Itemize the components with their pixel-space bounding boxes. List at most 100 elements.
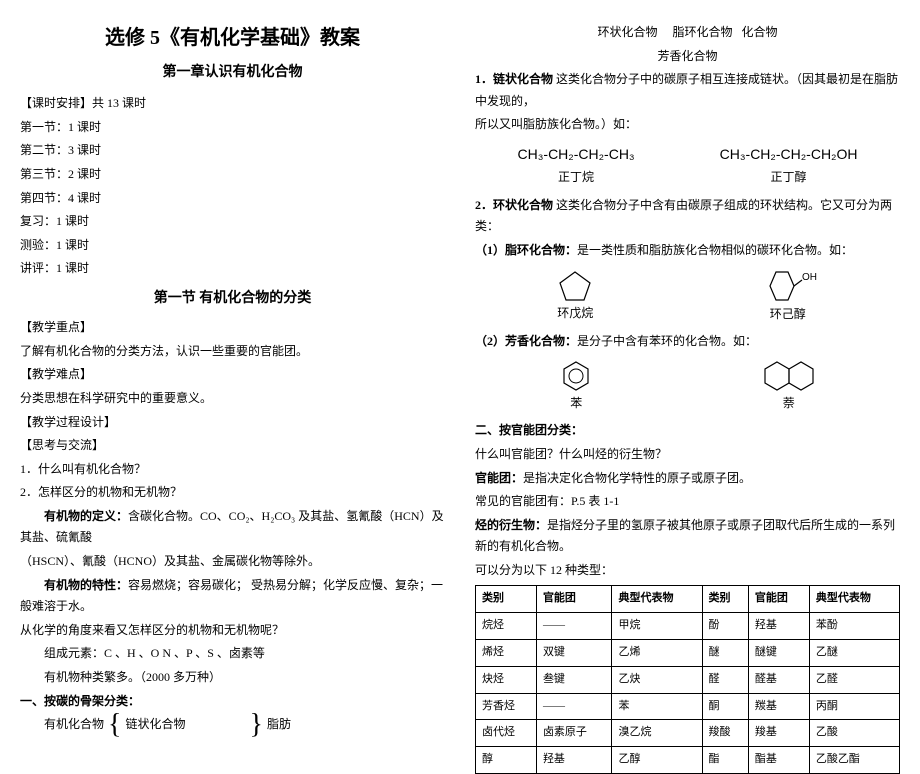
table-cell: 醚 xyxy=(702,640,748,667)
table-cell: 乙烯 xyxy=(612,640,702,667)
table-cell: 乙炔 xyxy=(612,666,702,693)
tree-diagram: 有机化合物 { 链状化合物 } 脂肪 xyxy=(44,714,445,736)
ali-para: （1）脂环化合物：是一类性质和脂肪族化合物相似的碳环化合物。如： xyxy=(475,240,900,262)
table-cell: 叁键 xyxy=(536,666,612,693)
schedule-line: 测验：1 课时 xyxy=(20,235,445,257)
table-cell: 醛 xyxy=(702,666,748,693)
table-cell: 苯酚 xyxy=(809,613,899,640)
think-header: 【思考与交流】 xyxy=(20,435,445,457)
elem-line: 组成元素：C 、H 、O N 、P 、S 、卤素等 xyxy=(20,643,445,665)
table-cell: 卤代烃 xyxy=(476,720,537,747)
teach-focus-header: 【教学重点】 xyxy=(20,317,445,339)
table-cell: 醇 xyxy=(476,747,537,774)
ring-para: 2．环状化合物 这类化合物分子中含有由碳原子组成的环状结构。它又可分为两类： xyxy=(475,195,900,238)
chem-row-rings: 环戊烷 OH 环己醇 xyxy=(475,268,900,326)
tree-fat: 脂肪 xyxy=(267,714,291,736)
butane-formula: CH₃-CH₂-CH₂-CH₃ xyxy=(517,142,634,167)
tree-ring: 环状化合物 xyxy=(597,25,657,39)
naphthalene-item: 萘 xyxy=(763,359,815,415)
tree-aro: 芳香化合物 xyxy=(475,46,900,68)
table-header-cell: 典型代表物 xyxy=(809,586,899,613)
table-cell: 乙醚 xyxy=(809,640,899,667)
table-row: 炔烃叁键乙炔醛醛基乙醛 xyxy=(476,666,900,693)
table-header-cell: 类别 xyxy=(476,586,537,613)
schedule-line: 第四节：4 课时 xyxy=(20,188,445,210)
section1-title: 第一节 有机化合物的分类 xyxy=(20,286,445,311)
table-cell: —— xyxy=(536,613,612,640)
table-cell: 炔烃 xyxy=(476,666,537,693)
schedule-line: 第三节：2 课时 xyxy=(20,164,445,186)
classification-table: 类别 官能团 典型代表物 类别 官能团 典型代表物 烷烃——甲烷酚羟基苯酚 烯烃… xyxy=(475,585,900,774)
ring-label: 2．环状化合物 xyxy=(475,198,553,212)
table-header-cell: 类别 xyxy=(702,586,748,613)
tree-ali: 脂环化合物 xyxy=(672,25,732,39)
table-cell: 酚 xyxy=(702,613,748,640)
types12: 可以分为以下 12 种类型： xyxy=(475,560,900,582)
table-cell: 苯 xyxy=(612,693,702,720)
aro-para: （2）芳香化合物：是分子中含有苯环的化合物。如： xyxy=(475,331,900,353)
table-cell: 双键 xyxy=(536,640,612,667)
ali-text: 是一类性质和脂肪族化合物相似的碳环化合物。如： xyxy=(577,243,853,257)
table-header-cell: 官能团 xyxy=(748,586,809,613)
prop-line: 有机物的特性：容易燃烧；容易碳化； 受热易分解；化学反应慢、复杂；一般难溶于水。 xyxy=(20,575,445,618)
table-cell: 羧基 xyxy=(748,720,809,747)
table-cell: —— xyxy=(536,693,612,720)
table-row: 烯烃双键乙烯醚醚键乙醚 xyxy=(476,640,900,667)
brace-icon: } xyxy=(249,718,262,732)
hexagon-oh-icon: OH xyxy=(758,268,818,304)
table-cell: 卤素原子 xyxy=(536,720,612,747)
table-cell: 烷烃 xyxy=(476,613,537,640)
table-cell: 乙醇 xyxy=(612,747,702,774)
q-func: 什么叫官能团？什么叫烃的衍生物？ xyxy=(475,444,900,466)
teach-diff-header: 【教学难点】 xyxy=(20,364,445,386)
func-para: 官能团：是指决定化合物化学特性的原子或原子团。 xyxy=(475,468,900,490)
table-cell: 甲烷 xyxy=(612,613,702,640)
table-cell: 丙酮 xyxy=(809,693,899,720)
ali-label: （1）脂环化合物： xyxy=(475,243,577,257)
schedule-line: 第二节：3 课时 xyxy=(20,140,445,162)
table-header-cell: 官能团 xyxy=(536,586,612,613)
chem-row-butane: CH₃-CH₂-CH₂-CH₃ 正丁烷 CH₃-CH₂-CH₂-CH₂OH 正丁… xyxy=(475,142,900,189)
table-cell: 乙酸乙酯 xyxy=(809,747,899,774)
butane-name: 正丁烷 xyxy=(517,167,634,189)
aro-text: 是分子中含有苯环的化合物。如： xyxy=(577,334,757,348)
class2-header: 二、按官能团分类： xyxy=(475,420,900,442)
schedule-header: 【课时安排】共 13 课时 xyxy=(20,93,445,115)
chain-para: 1．链状化合物 这类化合物分子中的碳原子相互连接成链状。（因其最初是在脂肪中发现… xyxy=(475,69,900,112)
deriv-para: 烃的衍生物：是指烃分子里的氢原子被其他原子或原子团取代后所生成的一系列新的有机化… xyxy=(475,515,900,558)
table-cell: 羟基 xyxy=(748,613,809,640)
butane-item: CH₃-CH₂-CH₂-CH₃ 正丁烷 xyxy=(517,142,634,189)
table-cell: 羰基 xyxy=(748,693,809,720)
table-cell: 乙醛 xyxy=(809,666,899,693)
table-row: 芳香烃——苯酮羰基丙酮 xyxy=(476,693,900,720)
table-cell: 酯基 xyxy=(748,747,809,774)
table-cell: 醛基 xyxy=(748,666,809,693)
schedule-line: 第一节：1 课时 xyxy=(20,117,445,139)
table-cell: 羧酸 xyxy=(702,720,748,747)
table-row: 醇羟基乙醇酯酯基乙酸乙酯 xyxy=(476,747,900,774)
table-row: 卤代烃卤素原子溴乙烷羧酸羧基乙酸 xyxy=(476,720,900,747)
tree-sub: 化合物 xyxy=(742,25,778,39)
cyclopentane-item: 环戊烷 xyxy=(557,269,593,325)
benzene-icon xyxy=(560,359,592,393)
table-cell: 芳香烃 xyxy=(476,693,537,720)
tree-line2: 环状化合物 脂环化合物 化合物 xyxy=(475,22,900,44)
right-column: 环状化合物 脂环化合物 化合物 芳香化合物 1．链状化合物 这类化合物分子中的碳… xyxy=(475,20,900,630)
common-func: 常见的官能团有：P.5 表 1-1 xyxy=(475,491,900,513)
schedule-line: 复习：1 课时 xyxy=(20,211,445,233)
table-cell: 酮 xyxy=(702,693,748,720)
def-line: 有机物的定义：含碳化合物。CO、CO₂、H₂CO₃ 及其盐、氢氰酸（HCN）及其… xyxy=(20,506,445,549)
svg-text:OH: OH xyxy=(802,272,817,283)
chain-para2: 所以又叫脂肪族化合物。）如： xyxy=(475,114,900,136)
tree-chain: 链状化合物 xyxy=(125,714,185,736)
main-title: 选修 5《有机化学基础》教案 xyxy=(20,20,445,56)
naphthalene-name: 萘 xyxy=(763,393,815,415)
cyclohexanol-item: OH 环己醇 xyxy=(758,268,818,326)
def-label: 有机物的定义： xyxy=(44,509,128,523)
table-cell: 羟基 xyxy=(536,747,612,774)
pentagon-icon xyxy=(557,269,593,303)
table-cell: 酯 xyxy=(702,747,748,774)
schedule-line: 讲评：1 课时 xyxy=(20,258,445,280)
benzene-name: 苯 xyxy=(560,393,592,415)
deriv-label: 烃的衍生物： xyxy=(475,518,547,532)
